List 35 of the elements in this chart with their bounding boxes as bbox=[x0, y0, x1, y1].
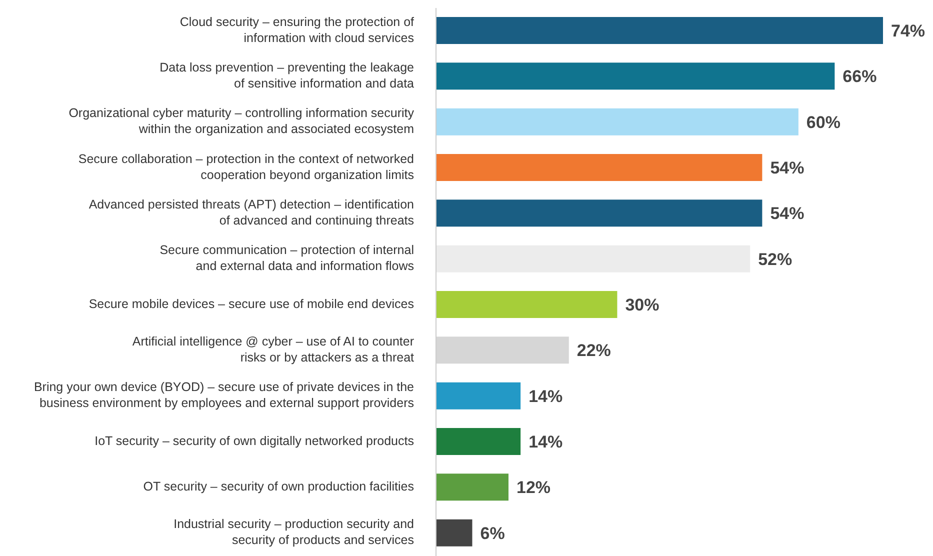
bar bbox=[436, 108, 798, 136]
bar bbox=[436, 428, 521, 455]
bar bbox=[436, 154, 762, 181]
y-tick-label: Secure communication – protection of internal and external data and information flows bbox=[160, 243, 414, 274]
data-label: 54% bbox=[770, 204, 804, 224]
bar bbox=[436, 17, 883, 44]
y-tick-label: OT security – security of own production facilities bbox=[143, 480, 414, 494]
y-tick-label: Secure mobile devices – secure use of mobile end devices bbox=[88, 297, 414, 312]
y-tick-label: Advanced persisted threats (APT) detection – identification of advanced and continuing threats bbox=[88, 198, 414, 228]
y-tick-label: Artificial intelligence @ cyber – use of AI to counter risks or by attackers as a threat bbox=[132, 334, 415, 365]
y-tick-label: Data loss prevention – preventing the leakage of sensitive information and data bbox=[160, 60, 414, 91]
bar bbox=[436, 200, 762, 227]
bar bbox=[436, 519, 472, 546]
y-tick-label: Organizational cyber maturity – controlling information security within the organization and associated ecosystem bbox=[68, 106, 415, 136]
data-label: 14% bbox=[528, 432, 563, 452]
data-label: 30% bbox=[625, 296, 660, 315]
y-tick-label: IoT security – security of own digitally networked products bbox=[94, 434, 414, 448]
y-tick-label: Cloud security – ensuring the protection of information with cloud services bbox=[180, 15, 415, 46]
data-label: 60% bbox=[806, 112, 840, 132]
data-label: 12% bbox=[516, 478, 551, 498]
bar bbox=[436, 382, 521, 410]
data-label: 54% bbox=[770, 158, 804, 178]
bar bbox=[436, 245, 750, 272]
data-label: 14% bbox=[528, 386, 563, 406]
data-label: 66% bbox=[842, 67, 877, 86]
data-label: 6% bbox=[480, 524, 505, 543]
y-tick-label: Secure collaboration – protection in the context of networked cooperation beyond organization limits bbox=[78, 152, 414, 182]
y-tick-label: Bring your own device (BYOD) – secure use of private devices in the business environment by employees and external support providers bbox=[34, 380, 414, 410]
data-label: 74% bbox=[891, 22, 926, 41]
data-label: 52% bbox=[758, 250, 792, 269]
bar bbox=[436, 474, 508, 501]
data-label: 22% bbox=[576, 341, 611, 360]
bar bbox=[436, 62, 835, 90]
bar bbox=[436, 291, 618, 318]
y-tick-label: Industrial security – production security and security of products and services bbox=[174, 517, 414, 548]
